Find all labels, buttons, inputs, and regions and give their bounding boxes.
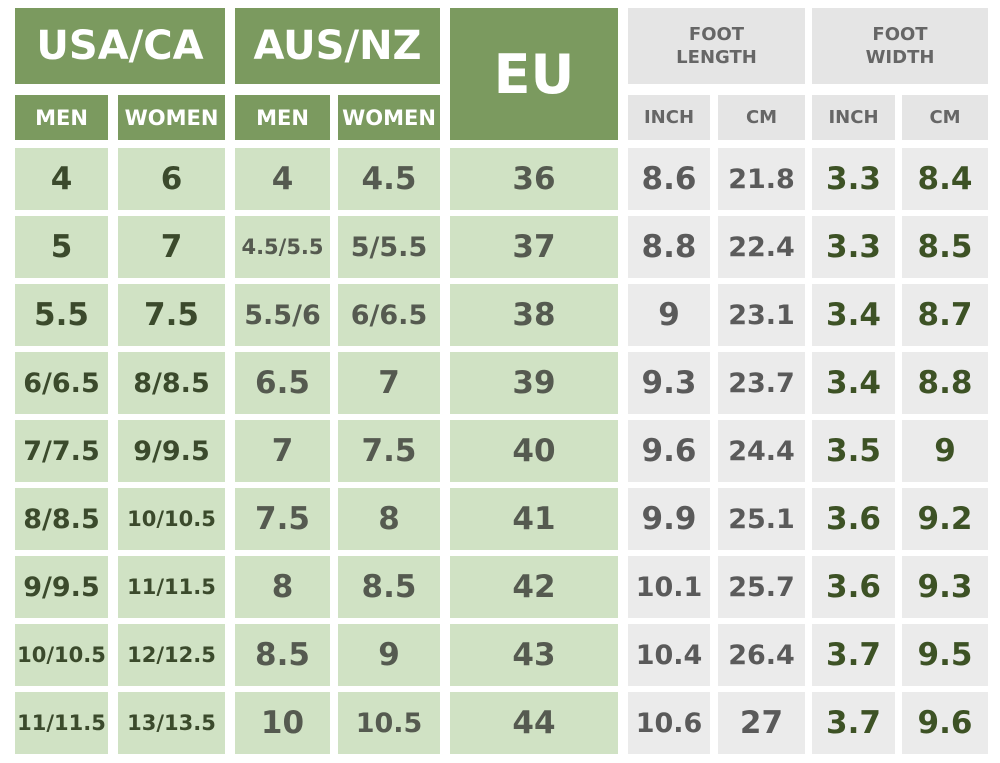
- table-cell: 3.6: [812, 488, 895, 550]
- table-cell: 5: [15, 216, 108, 278]
- table-cell: 12/12.5: [118, 624, 225, 686]
- table-cell: 6.5: [235, 352, 330, 414]
- table-cell: 5/5.5: [338, 216, 440, 278]
- table-cell: 9.9: [628, 488, 710, 550]
- table-cell: 24.4: [718, 420, 805, 482]
- table-cell: 39: [450, 352, 618, 414]
- table-cell: 8.5: [338, 556, 440, 618]
- table-cell: 3.5: [812, 420, 895, 482]
- column-header: CM: [718, 95, 805, 140]
- table-cell: 8.5: [235, 624, 330, 686]
- table-cell: 9.6: [628, 420, 710, 482]
- table-cell: 25.1: [718, 488, 805, 550]
- column-header: MEN: [15, 95, 108, 140]
- table-cell: 8/8.5: [15, 488, 108, 550]
- table-cell: 42: [450, 556, 618, 618]
- column-header: WOMEN: [338, 95, 440, 140]
- table-cell: 10: [235, 692, 330, 754]
- table-cell: 3.6: [812, 556, 895, 618]
- table-cell: 3.7: [812, 624, 895, 686]
- table-cell: 27: [718, 692, 805, 754]
- table-cell: 3.4: [812, 352, 895, 414]
- table-cell: 5.5/6: [235, 284, 330, 346]
- table-cell: 7/7.5: [15, 420, 108, 482]
- table-cell: 10.1: [628, 556, 710, 618]
- table-cell: 9.5: [902, 624, 988, 686]
- table-cell: 7: [118, 216, 225, 278]
- table-cell: 11/11.5: [118, 556, 225, 618]
- table-cell: 9.3: [902, 556, 988, 618]
- table-cell: 9: [628, 284, 710, 346]
- table-cell: 9.3: [628, 352, 710, 414]
- table-cell: 7.5: [235, 488, 330, 550]
- column-header: INCH: [812, 95, 895, 140]
- table-cell: 4.5/5.5: [235, 216, 330, 278]
- table-cell: 37: [450, 216, 618, 278]
- group-header: USA/CA: [15, 8, 225, 84]
- table-cell: 41: [450, 488, 618, 550]
- column-header: INCH: [628, 95, 710, 140]
- table-cell: 44: [450, 692, 618, 754]
- table-cell: 40: [450, 420, 618, 482]
- table-cell: 3.4: [812, 284, 895, 346]
- table-cell: 7.5: [118, 284, 225, 346]
- table-cell: 8.7: [902, 284, 988, 346]
- table-cell: 3.3: [812, 216, 895, 278]
- table-cell: 6: [118, 148, 225, 210]
- table-cell: 10.6: [628, 692, 710, 754]
- table-cell: 26.4: [718, 624, 805, 686]
- table-cell: 5.5: [15, 284, 108, 346]
- table-cell: 8.6: [628, 148, 710, 210]
- table-cell: 11/11.5: [15, 692, 108, 754]
- table-cell: 8.4: [902, 148, 988, 210]
- table-cell: 7.5: [338, 420, 440, 482]
- table-cell: 23.7: [718, 352, 805, 414]
- table-cell: 10/10.5: [15, 624, 108, 686]
- table-cell: 9.2: [902, 488, 988, 550]
- table-cell: 13/13.5: [118, 692, 225, 754]
- group-header: EU: [450, 8, 618, 140]
- column-header: CM: [902, 95, 988, 140]
- group-header: FOOT WIDTH: [812, 8, 988, 84]
- table-cell: 4: [15, 148, 108, 210]
- table-cell: 8/8.5: [118, 352, 225, 414]
- table-cell: 8: [235, 556, 330, 618]
- column-header: MEN: [235, 95, 330, 140]
- table-cell: 22.4: [718, 216, 805, 278]
- table-cell: 8.8: [902, 352, 988, 414]
- table-cell: 23.1: [718, 284, 805, 346]
- table-cell: 10.5: [338, 692, 440, 754]
- table-cell: 9/9.5: [15, 556, 108, 618]
- table-cell: 38: [450, 284, 618, 346]
- table-cell: 10/10.5: [118, 488, 225, 550]
- table-cell: 3.7: [812, 692, 895, 754]
- table-cell: 8.5: [902, 216, 988, 278]
- table-cell: 7: [338, 352, 440, 414]
- table-cell: 4.5: [338, 148, 440, 210]
- table-cell: 25.7: [718, 556, 805, 618]
- table-cell: 9/9.5: [118, 420, 225, 482]
- table-cell: 10.4: [628, 624, 710, 686]
- table-cell: 6/6.5: [15, 352, 108, 414]
- table-cell: 3.3: [812, 148, 895, 210]
- table-cell: 6/6.5: [338, 284, 440, 346]
- table-cell: 8: [338, 488, 440, 550]
- table-cell: 9: [902, 420, 988, 482]
- column-header: WOMEN: [118, 95, 225, 140]
- table-cell: 8.8: [628, 216, 710, 278]
- table-cell: 36: [450, 148, 618, 210]
- group-header: AUS/NZ: [235, 8, 440, 84]
- table-cell: 7: [235, 420, 330, 482]
- table-cell: 9: [338, 624, 440, 686]
- group-header: FOOT LENGTH: [628, 8, 805, 84]
- table-cell: 9.6: [902, 692, 988, 754]
- table-cell: 43: [450, 624, 618, 686]
- table-cell: 4: [235, 148, 330, 210]
- table-cell: 21.8: [718, 148, 805, 210]
